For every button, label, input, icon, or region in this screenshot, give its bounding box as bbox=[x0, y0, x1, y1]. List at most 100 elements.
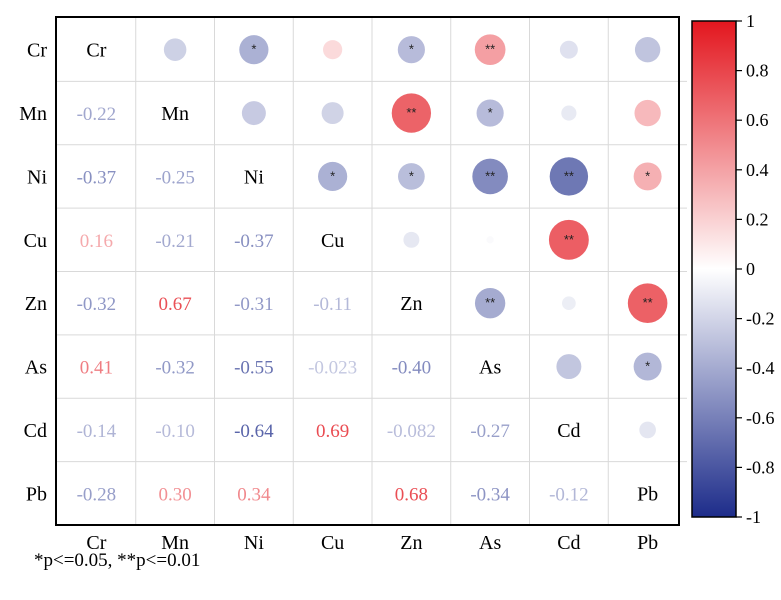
colorbar-tick-label: -0.2 bbox=[746, 309, 775, 329]
x-tick-cu: Cu bbox=[321, 532, 344, 554]
colorbar-tick-label: 0.4 bbox=[746, 160, 769, 180]
circle-cu-cd bbox=[548, 219, 589, 260]
sig-mark-cr-as: ** bbox=[485, 42, 495, 57]
circle-cr-cu bbox=[323, 40, 343, 60]
colorbar-tick-label: 0.2 bbox=[746, 209, 769, 229]
value-label-pb-zn: 0.68 bbox=[395, 484, 428, 505]
plot-border bbox=[55, 16, 680, 526]
circle-as-pb bbox=[633, 352, 662, 381]
y-tick-as: As bbox=[25, 357, 47, 379]
diag-label-as: As bbox=[479, 357, 501, 379]
value-label-mn-cr: -0.22 bbox=[77, 104, 117, 125]
x-tick-cd: Cd bbox=[557, 532, 580, 554]
diag-label-pb: Pb bbox=[637, 483, 658, 505]
circle-mn-cu bbox=[321, 102, 344, 125]
circle-ni-cu bbox=[318, 161, 348, 192]
value-label-cd-cr: -0.14 bbox=[77, 421, 117, 442]
y-tick-zn: Zn bbox=[25, 293, 47, 315]
value-label-as-cr: 0.41 bbox=[80, 358, 113, 379]
sig-mark-zn-pb: ** bbox=[643, 295, 653, 310]
value-label-pb-as: -0.34 bbox=[470, 484, 510, 505]
value-label-zn-cr: -0.32 bbox=[77, 294, 117, 315]
sig-mark-ni-cd: ** bbox=[564, 168, 574, 183]
value-label-cu-mn: -0.21 bbox=[155, 231, 195, 252]
circle-cr-cd bbox=[559, 40, 578, 59]
colorbar-tick-label: -0.8 bbox=[746, 457, 775, 477]
value-label-as-cu: -0.023 bbox=[308, 358, 357, 379]
x-tick-cr: Cr bbox=[86, 532, 106, 554]
circle-zn-as bbox=[474, 288, 506, 319]
value-label-cu-ni: -0.37 bbox=[234, 231, 274, 252]
colorbar: 1 0.8 0.6 0.4 0.2 0 -0.2 -0.4 -0.6 -0.8 -1 bbox=[691, 11, 775, 527]
circle-cr-as bbox=[474, 34, 506, 66]
value-label-cd-zn: -0.082 bbox=[387, 421, 436, 442]
value-label-cu-cr: 0.16 bbox=[80, 231, 113, 252]
sig-mark-mn-zn: ** bbox=[406, 105, 416, 120]
value-label-cd-mn: -0.10 bbox=[155, 421, 195, 442]
y-tick-mn: Mn bbox=[19, 103, 47, 125]
sig-mark-cr-zn: * bbox=[409, 42, 414, 57]
circle-cr-mn bbox=[163, 38, 187, 61]
x-tick-as: As bbox=[479, 532, 501, 554]
circle-zn-pb bbox=[627, 283, 668, 323]
diag-label-cd: Cd bbox=[557, 420, 580, 442]
x-tick-zn: Zn bbox=[400, 532, 422, 554]
colorbar-gradient bbox=[691, 20, 737, 518]
circle-ni-cd bbox=[549, 157, 589, 196]
y-tick-ni: Ni bbox=[27, 166, 47, 188]
sig-mark-cr-ni: * bbox=[251, 42, 256, 57]
x-tick-ni: Ni bbox=[244, 532, 264, 554]
colorbar-tick-label: 1 bbox=[746, 11, 755, 31]
significance-footnote: *p<=0.05, **p<=0.01 bbox=[34, 550, 201, 571]
colorbar-tick-label: -0.4 bbox=[746, 358, 775, 378]
circle-as-cd bbox=[556, 354, 582, 380]
sig-mark-zn-as: ** bbox=[485, 295, 495, 310]
value-label-pb-cd: -0.12 bbox=[549, 484, 589, 505]
diag-label-cr: Cr bbox=[86, 40, 106, 62]
x-tick-pb: Pb bbox=[637, 532, 658, 554]
colorbar-tick-label: 0 bbox=[746, 259, 755, 279]
x-tick-mn: Mn bbox=[161, 532, 189, 554]
cells: Cr * * **-0.22 Mn ** *-0.37 -0.25 Ni * * ** ** *0.16-… bbox=[77, 34, 668, 505]
circle-ni-as bbox=[472, 158, 508, 195]
value-label-cd-ni: -0.64 bbox=[234, 421, 274, 442]
grid-lines bbox=[57, 18, 687, 525]
y-tick-cr: Cr bbox=[27, 40, 47, 62]
y-tick-pb: Pb bbox=[26, 483, 47, 505]
colorbar-tick-label: 0.8 bbox=[746, 61, 769, 81]
value-label-zn-ni: -0.31 bbox=[234, 294, 274, 315]
value-label-as-ni: -0.55 bbox=[234, 358, 274, 379]
sig-mark-ni-zn: * bbox=[409, 168, 414, 183]
circle-mn-ni bbox=[241, 101, 266, 126]
colorbar-tick-label: 0.6 bbox=[746, 110, 769, 130]
value-label-ni-cr: -0.37 bbox=[77, 167, 117, 188]
value-label-cd-as: -0.27 bbox=[470, 421, 510, 442]
circle-mn-zn bbox=[391, 93, 432, 133]
value-label-cd-cu: 0.69 bbox=[316, 421, 349, 442]
value-label-zn-mn: 0.67 bbox=[159, 294, 192, 315]
circle-mn-pb bbox=[634, 99, 661, 127]
value-label-ni-mn: -0.25 bbox=[155, 167, 195, 188]
circle-ni-zn bbox=[398, 163, 425, 190]
circle-mn-cd bbox=[561, 105, 577, 121]
sig-mark-mn-as: * bbox=[488, 105, 493, 120]
sig-mark-ni-pb: * bbox=[645, 168, 650, 183]
circle-zn-cd bbox=[562, 296, 576, 311]
diag-label-ni: Ni bbox=[244, 166, 264, 188]
sig-mark-as-pb: * bbox=[645, 359, 650, 374]
circle-cr-zn bbox=[397, 36, 425, 64]
diag-label-zn: Zn bbox=[400, 293, 422, 315]
labels: Cr Cr Mn Mn Ni Ni Cu Cu Zn Zn As As Cd Cd Pb Pb bbox=[19, 40, 658, 554]
circle-cd-pb bbox=[639, 421, 656, 439]
circle-mn-as bbox=[476, 99, 504, 127]
diag-label-cu: Cu bbox=[321, 230, 344, 252]
value-label-as-mn: -0.32 bbox=[155, 358, 195, 379]
y-tick-cd: Cd bbox=[24, 420, 47, 442]
sig-mark-ni-as: ** bbox=[485, 168, 495, 183]
value-label-pb-mn: 0.30 bbox=[159, 484, 192, 505]
circle-cr-pb bbox=[634, 36, 661, 63]
value-label-zn-cu: -0.11 bbox=[313, 294, 352, 315]
y-tick-cu: Cu bbox=[24, 230, 47, 252]
diag-label-mn: Mn bbox=[161, 103, 189, 125]
circle-cr-ni bbox=[239, 35, 269, 65]
